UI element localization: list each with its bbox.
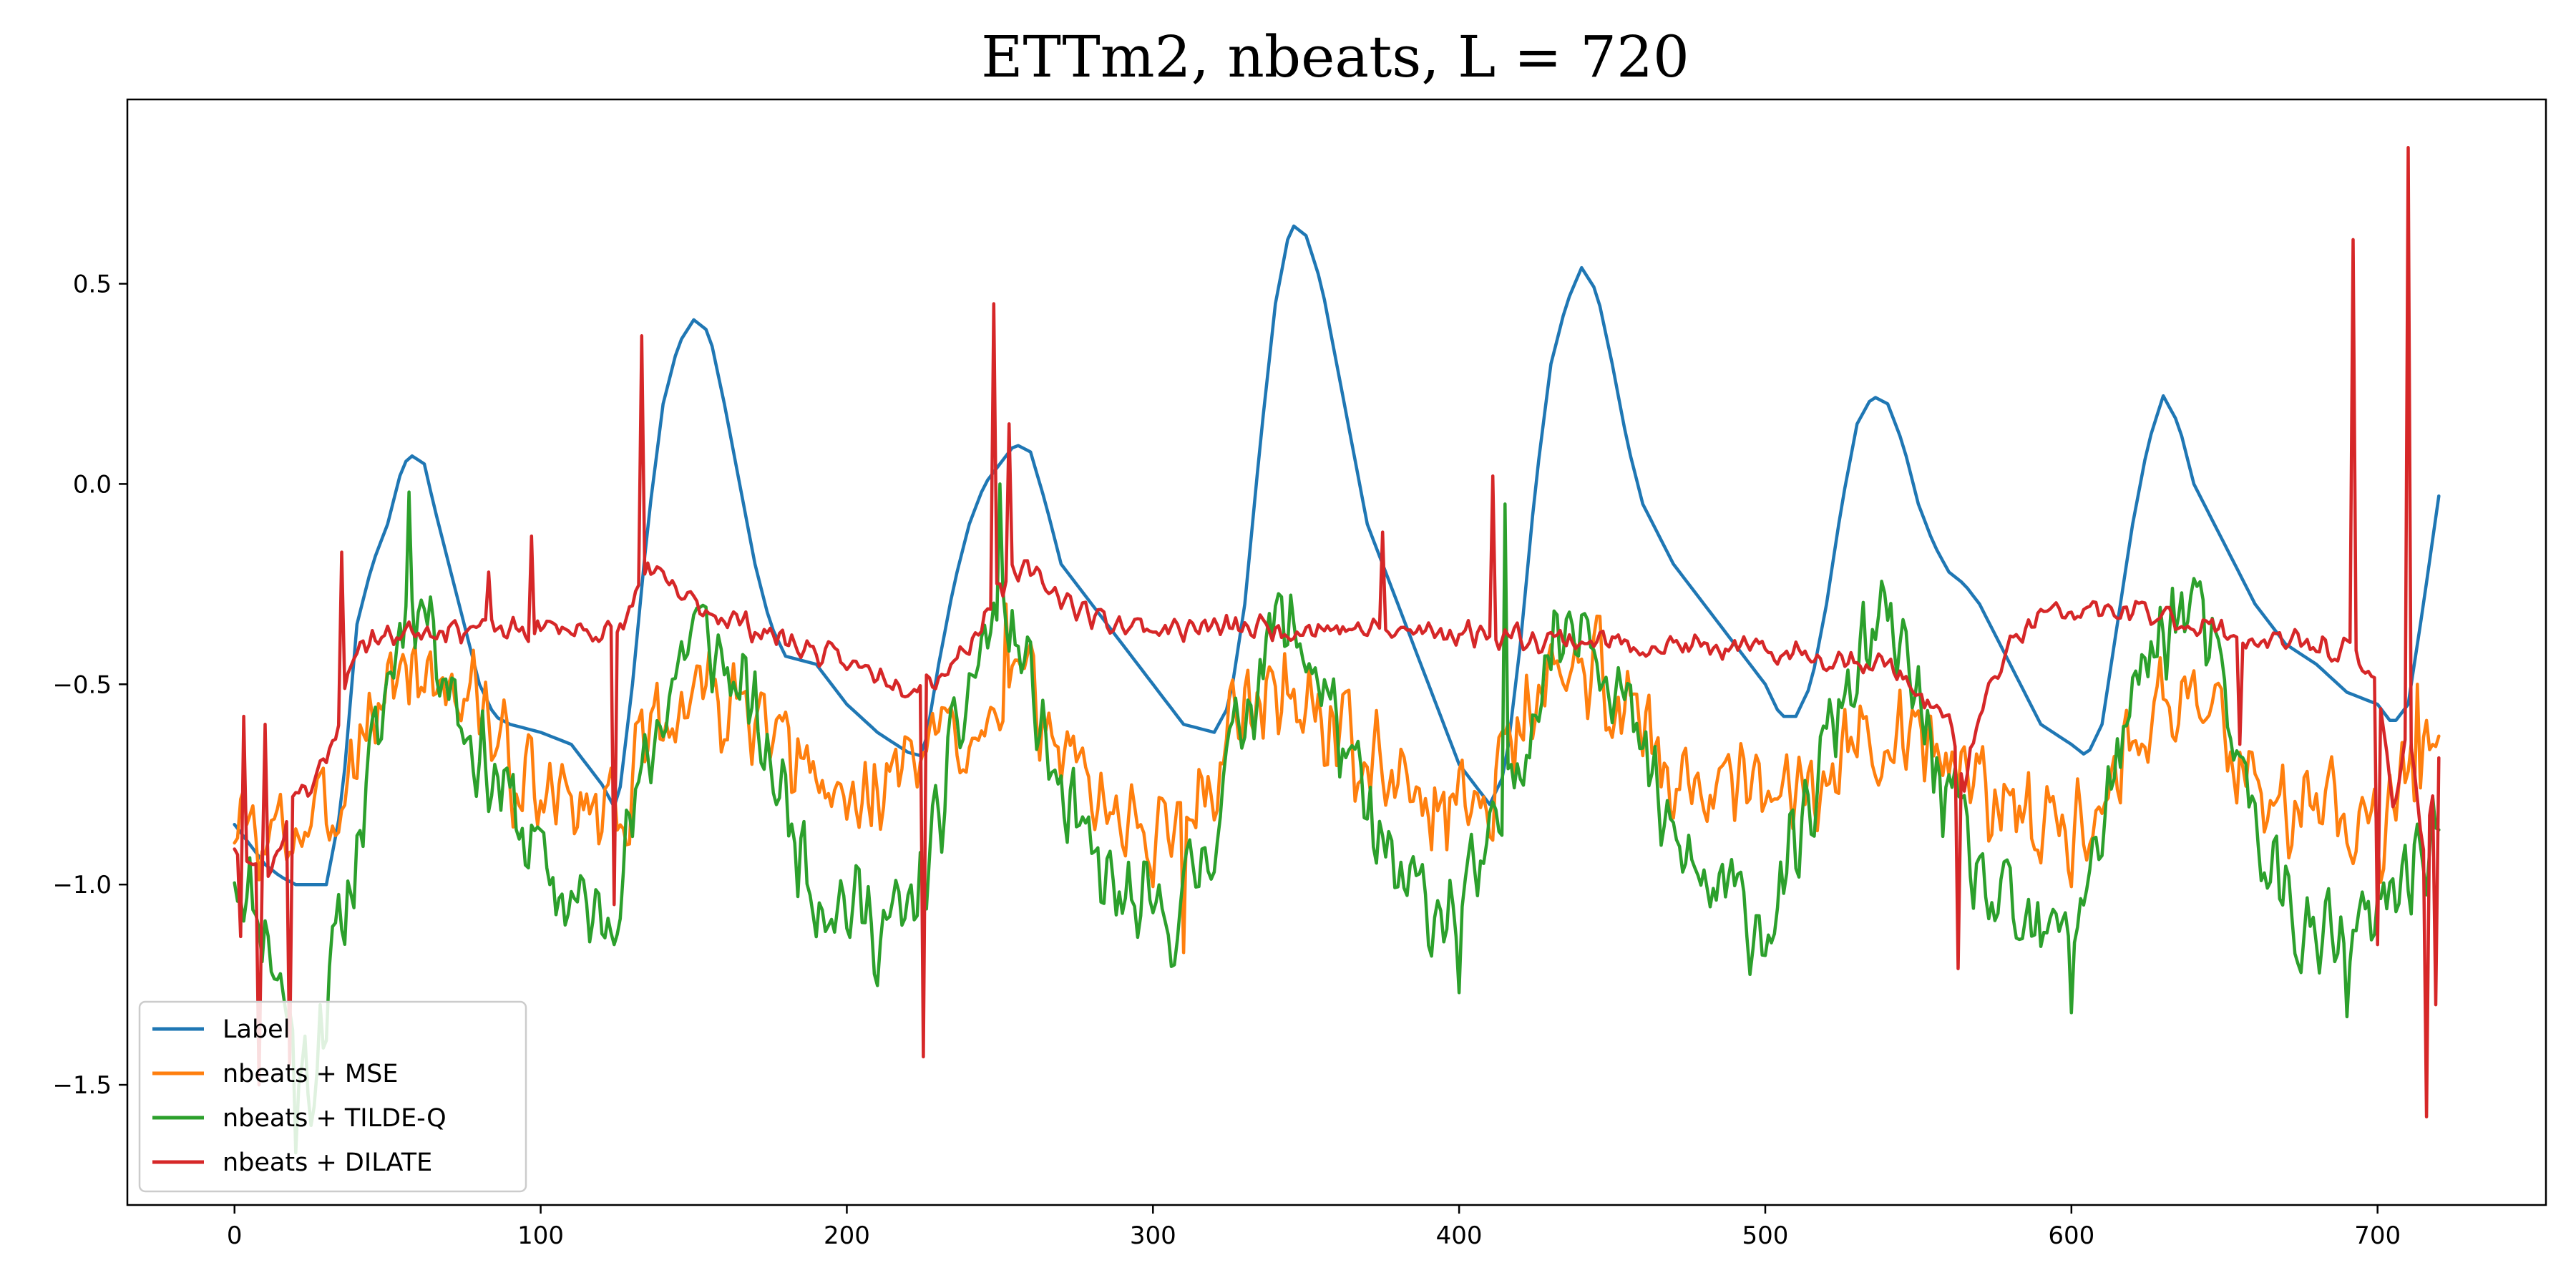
y-tick-label: 0.0: [73, 470, 112, 499]
series-layer: [233, 145, 2441, 1155]
series-line-0: [233, 224, 2441, 887]
y-tick-label: 0.5: [73, 270, 112, 299]
x-tick-label: 100: [517, 1221, 564, 1250]
x-tick-label: 0: [227, 1221, 243, 1250]
x-tick-label: 200: [824, 1221, 870, 1250]
legend-label: nbeats + MSE: [223, 1060, 398, 1088]
legend-label: nbeats + DILATE: [223, 1148, 432, 1177]
y-tick-label: −1.5: [52, 1071, 112, 1100]
x-tick-label: 700: [2354, 1221, 2401, 1250]
legend-label: Label: [223, 1015, 290, 1044]
series-line-3: [233, 145, 2441, 1119]
x-tick-label: 500: [1742, 1221, 1789, 1250]
series-line-2: [233, 482, 2441, 1155]
y-tick-label: −0.5: [52, 670, 112, 699]
x-axis: 0 100 200 300 400 500 600 700: [227, 1205, 2401, 1250]
x-tick-label: 400: [1436, 1221, 1483, 1250]
axes-frame: [126, 98, 2547, 1206]
series-line-1: [233, 602, 2441, 955]
legend-label: nbeats + TILDE-Q: [223, 1104, 447, 1133]
x-tick-label: 600: [2048, 1221, 2094, 1250]
x-tick-label: 300: [1130, 1221, 1176, 1250]
legend-box: [138, 1000, 527, 1193]
legend: Label nbeats + MSE nbeats + TILDE-Q nbeats …: [138, 1000, 527, 1193]
y-tick-label: −1.0: [52, 871, 112, 899]
y-axis: −1.5 −1.0 −0.5 0.0 0.5: [52, 270, 127, 1100]
chart-title: ETTm2, nbeats, L = 720: [981, 24, 1689, 90]
